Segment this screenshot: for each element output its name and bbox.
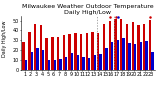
Bar <box>94 55 96 70</box>
Bar <box>137 25 140 70</box>
Text: Daily High/Low: Daily High/Low <box>2 21 7 57</box>
Bar <box>91 32 94 70</box>
Bar <box>97 13 114 70</box>
Bar <box>88 58 90 70</box>
Bar <box>149 20 151 70</box>
Bar <box>28 32 31 70</box>
Bar <box>57 37 59 70</box>
Bar <box>54 60 56 70</box>
Bar <box>42 50 44 70</box>
Bar <box>117 40 119 70</box>
Bar <box>74 33 76 70</box>
Bar <box>36 48 39 70</box>
Bar <box>122 38 125 70</box>
Bar <box>48 60 50 70</box>
Bar <box>97 33 100 70</box>
Bar <box>126 23 128 70</box>
Bar <box>80 34 82 70</box>
Bar <box>71 53 73 70</box>
Bar <box>145 41 148 70</box>
Bar <box>151 52 154 70</box>
Bar <box>100 54 102 70</box>
Bar <box>86 33 88 70</box>
Bar <box>143 23 145 70</box>
Bar <box>63 35 65 70</box>
Bar <box>34 24 36 70</box>
Bar <box>45 38 48 70</box>
Bar <box>65 57 67 70</box>
Bar <box>51 37 54 70</box>
Bar <box>132 22 134 70</box>
Bar <box>25 60 27 70</box>
Bar <box>111 42 113 70</box>
Bar <box>128 43 131 70</box>
Bar <box>40 25 42 70</box>
Bar <box>120 19 122 70</box>
Title: Milwaukee Weather Outdoor Temperature
Daily High/Low: Milwaukee Weather Outdoor Temperature Da… <box>22 4 154 15</box>
Bar <box>109 21 111 70</box>
Bar <box>22 42 25 70</box>
Bar <box>114 19 117 70</box>
Bar <box>103 24 105 70</box>
Bar <box>76 55 79 70</box>
Bar <box>105 48 108 70</box>
Bar <box>31 52 33 70</box>
Bar <box>68 34 71 70</box>
Bar <box>82 57 85 70</box>
Bar <box>59 59 62 70</box>
Bar <box>140 42 142 70</box>
Bar <box>134 44 136 70</box>
